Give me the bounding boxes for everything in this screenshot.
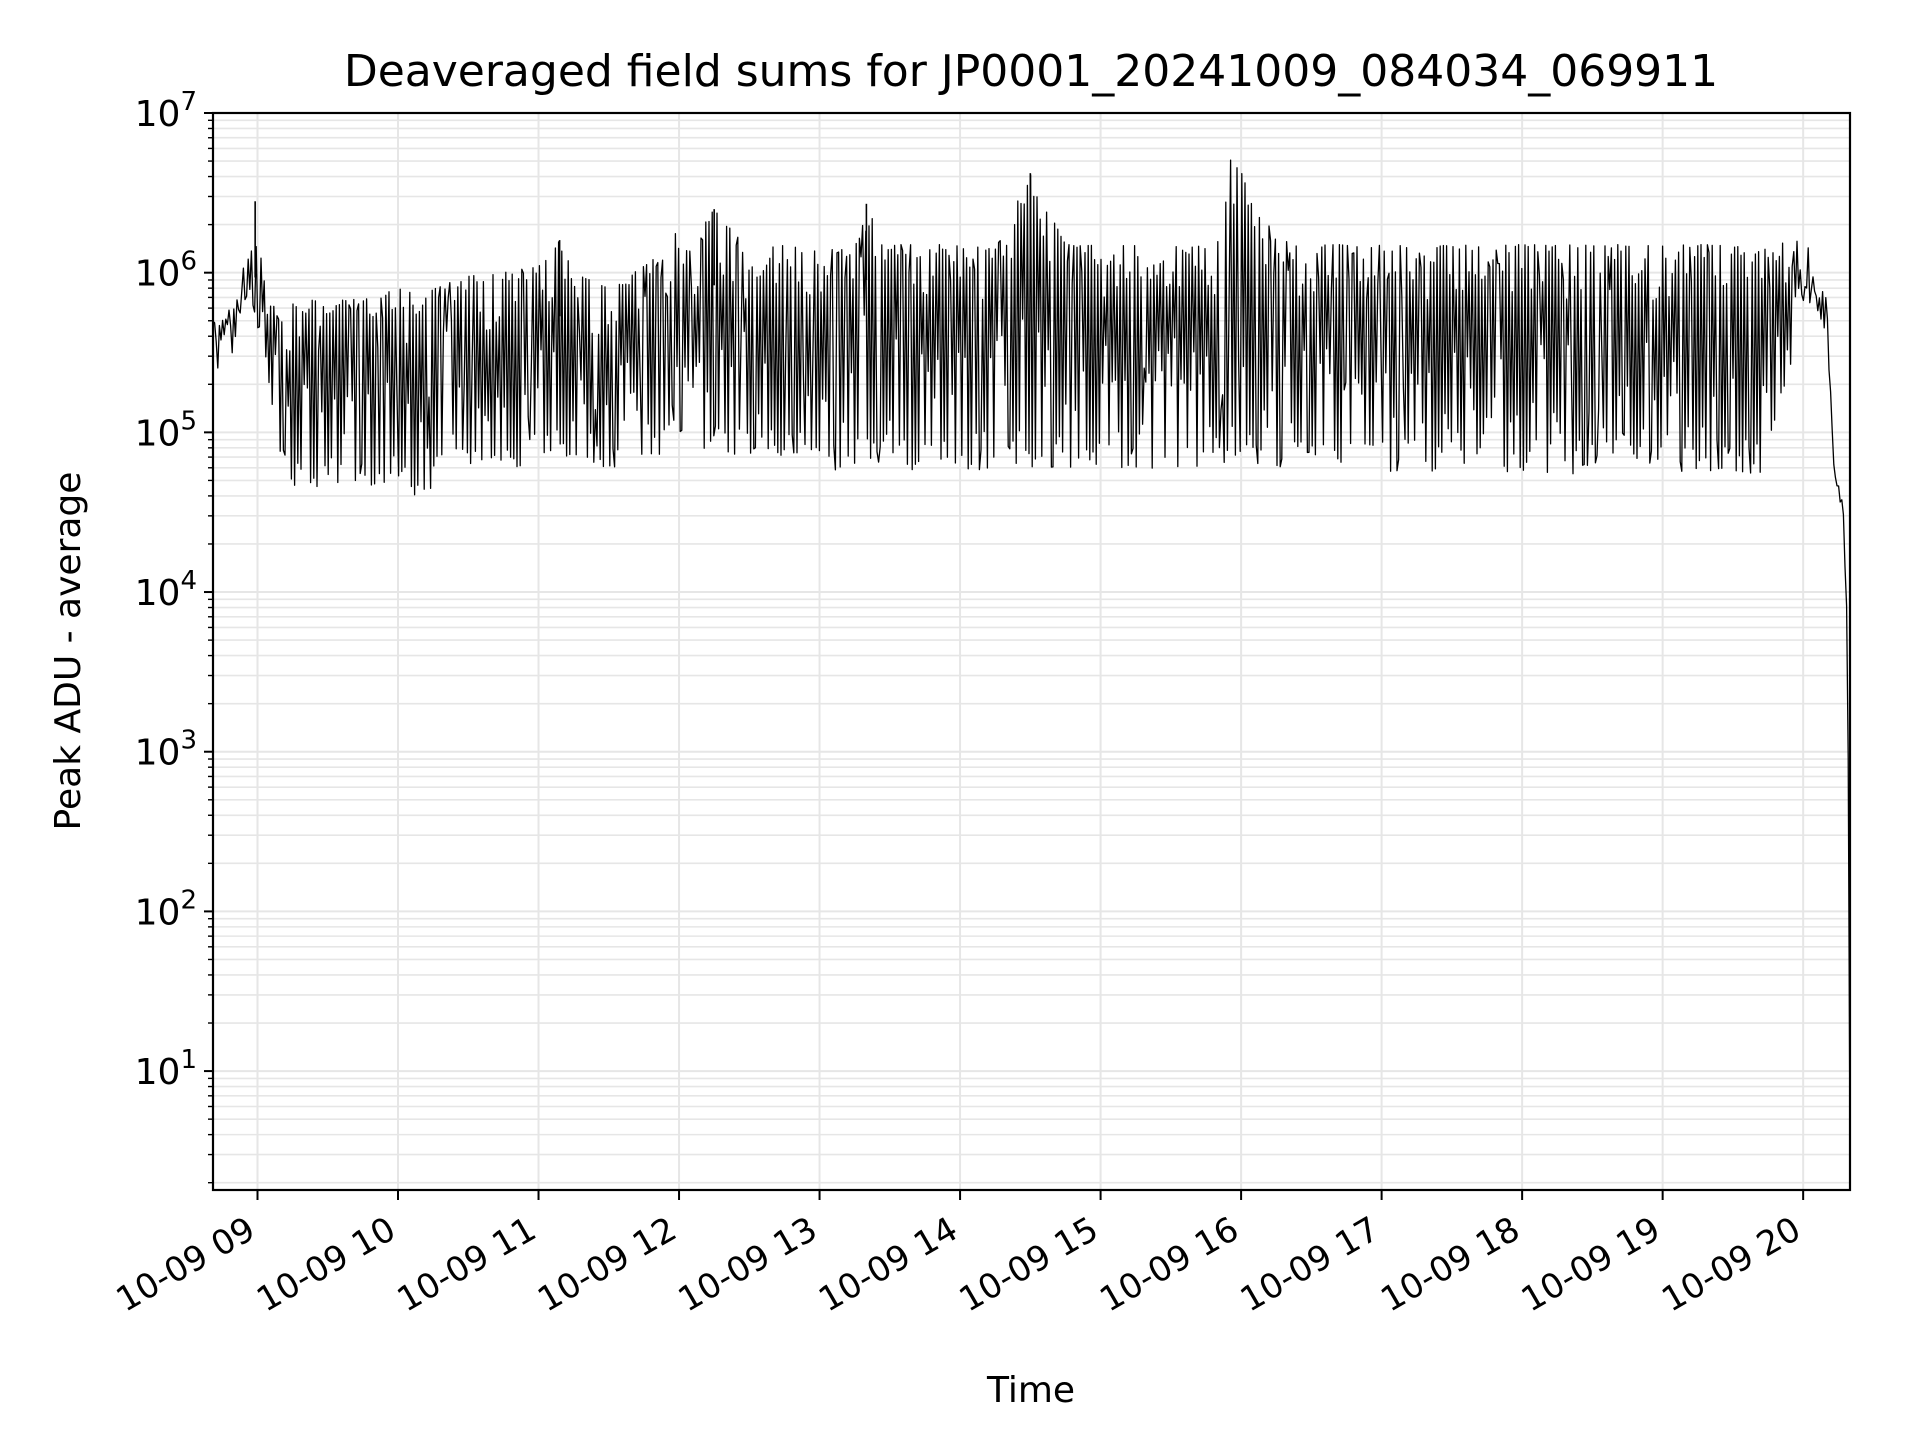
x-axis-label: Time (986, 1370, 1075, 1411)
y-tick-label: 105 (135, 406, 197, 454)
y-tick-label: 104 (135, 566, 197, 614)
plot-frame (211, 111, 1852, 1192)
y-tick-label: 101 (135, 1045, 197, 1093)
series-line (212, 159, 1851, 1108)
chart-title: Deaveraged field sums for JP0001_2024100… (344, 46, 1718, 97)
grid-lines (213, 112, 1850, 1190)
y-axis-label: Peak ADU - average (48, 472, 89, 831)
y-tick-label: 102 (135, 885, 197, 933)
y-tick-label: 107 (135, 87, 197, 135)
data-layer (212, 159, 1851, 1108)
y-tick-label: 103 (135, 726, 197, 774)
y-tick-label: 106 (135, 247, 197, 295)
